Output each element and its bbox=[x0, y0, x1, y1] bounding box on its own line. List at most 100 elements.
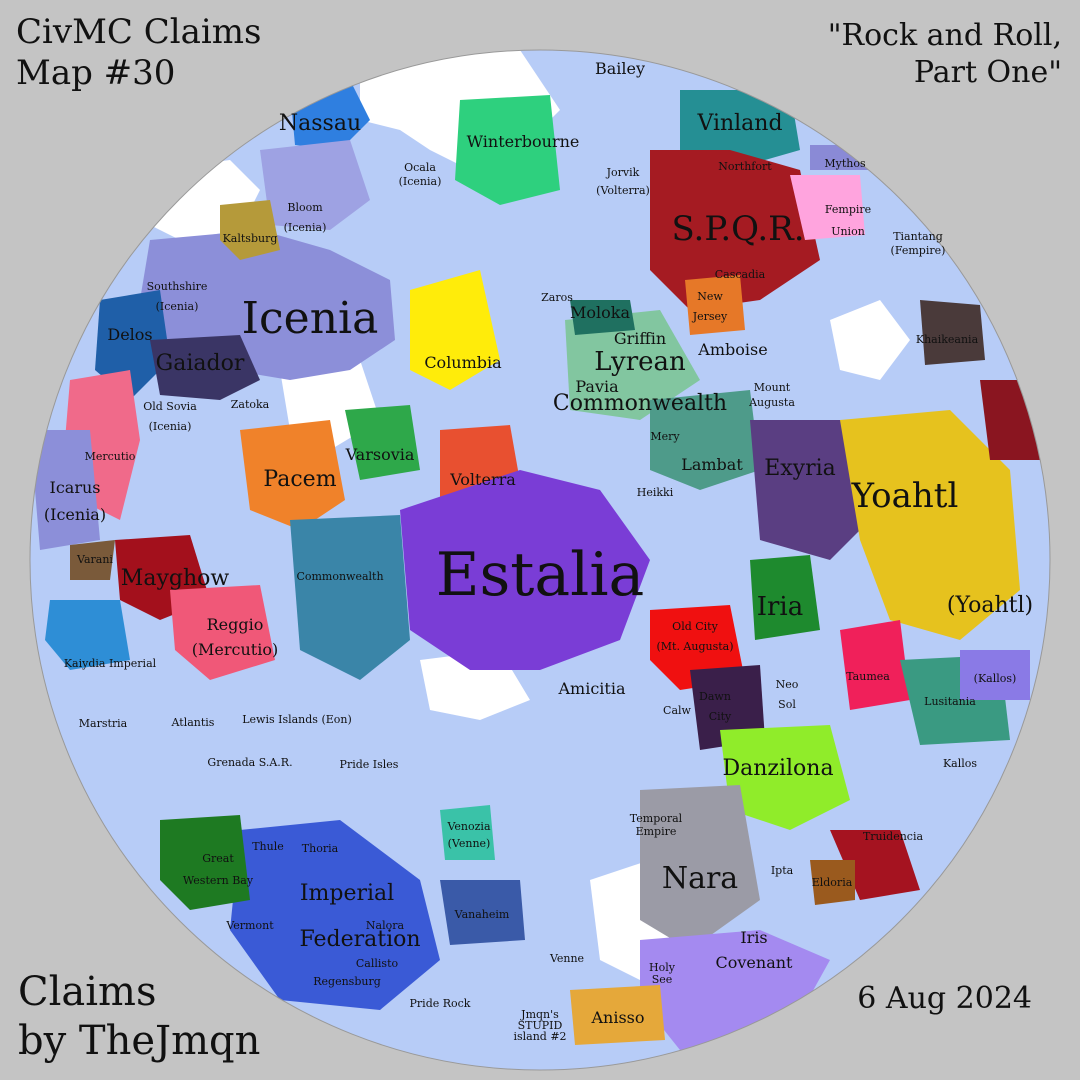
claim-yoahtl bbox=[840, 410, 1020, 640]
label-mount-augusta: Mount bbox=[754, 381, 791, 394]
label-mercutio: Mercutio bbox=[85, 450, 136, 463]
claim-estalia bbox=[400, 470, 650, 670]
label-columbia: Columbia bbox=[424, 353, 502, 372]
label-anisso: Anisso bbox=[590, 1008, 644, 1027]
claim-delos bbox=[95, 290, 170, 400]
label-oldsovia: Old Sovia bbox=[143, 400, 197, 413]
claim-moloka bbox=[570, 300, 635, 335]
claim-pacem bbox=[240, 420, 345, 530]
label-vermont: Vermont bbox=[225, 919, 274, 932]
label-volterra: Volterra bbox=[449, 470, 516, 489]
label-reggio: Reggio bbox=[207, 615, 264, 634]
label-dawncity-sub: City bbox=[709, 710, 732, 723]
claim-reggio bbox=[170, 585, 275, 680]
label-pride-isles: Pride Isles bbox=[340, 758, 399, 771]
claim-vanaheim bbox=[440, 880, 525, 945]
label-kallos-paren: (Kallos) bbox=[974, 672, 1017, 685]
claim-lambat bbox=[650, 390, 760, 490]
label-khaikeania: Khaikeania bbox=[916, 333, 979, 346]
label-cascadia: Cascadia bbox=[715, 268, 766, 281]
map-credit-line1: Claims bbox=[18, 969, 157, 1016]
claim-columbia bbox=[410, 270, 500, 390]
label-jorvik-sub: (Volterra) bbox=[596, 184, 650, 197]
label-griffin: Griffin bbox=[614, 329, 666, 348]
claim-kaiydia bbox=[45, 600, 130, 670]
label-jmqn-island-2: STUPID bbox=[518, 1019, 563, 1032]
label-commonwealth: Commonwealth bbox=[296, 570, 383, 583]
claim-varsovia bbox=[345, 405, 420, 480]
map-credit-line2: by TheJmqn bbox=[18, 1018, 261, 1065]
map-subtitle-line2: Part One" bbox=[913, 54, 1062, 90]
label-reggio-sub: (Mercutio) bbox=[192, 640, 278, 659]
claim-newjersey bbox=[685, 275, 745, 335]
label-nassau: Nassau bbox=[279, 111, 361, 136]
label-fempire: Fempire bbox=[825, 203, 871, 216]
label-zaros: Zaros bbox=[541, 291, 573, 304]
label-lewis: Lewis Islands (Eon) bbox=[242, 713, 352, 726]
claim-eldoria bbox=[810, 860, 855, 905]
label-vanaheim: Vanaheim bbox=[454, 908, 510, 921]
claim-anisso bbox=[570, 985, 665, 1045]
label-callisto: Callisto bbox=[356, 957, 399, 970]
label-neosol-sub: Sol bbox=[778, 698, 796, 711]
label-ocala: Ocala bbox=[404, 161, 436, 174]
label-ocala-sub: (Icenia) bbox=[399, 175, 442, 188]
label-vinland: Vinland bbox=[696, 111, 782, 136]
label-newjersey-sub: Jersey bbox=[692, 310, 728, 323]
label-southshire-sub: (Icenia) bbox=[156, 300, 199, 313]
label-kallos: Kallos bbox=[943, 757, 977, 770]
label-bloom-sub: (Icenia) bbox=[284, 221, 327, 234]
label-icarus-sub: (Icenia) bbox=[44, 505, 106, 524]
label-exyria: Exyria bbox=[764, 456, 836, 481]
label-oldcity-sub: (Mt. Augusta) bbox=[656, 640, 733, 653]
label-zatoka: Zatoka bbox=[231, 398, 270, 411]
label-fempire-union: Union bbox=[831, 225, 865, 238]
claim-iris bbox=[640, 930, 830, 1050]
label-tiantang-sub: (Fempire) bbox=[891, 244, 946, 257]
label-lambat: Lambat bbox=[681, 455, 743, 474]
label-iris-covenant: Covenant bbox=[716, 953, 794, 972]
map-title-line1: CivMC Claims bbox=[16, 12, 262, 52]
label-great-western-bay: Western Bay bbox=[183, 874, 254, 887]
map-labels: Estalia Icenia S.P.Q.R. Yoahtl (Yoahtl) … bbox=[44, 59, 1033, 1043]
label-imperial: Imperial bbox=[300, 881, 394, 906]
label-eldoria: Eldoria bbox=[812, 876, 853, 889]
label-venne: Venne bbox=[549, 952, 584, 965]
globe-border bbox=[29, 49, 1051, 1071]
claim-imperial bbox=[230, 820, 440, 1010]
label-calw: Calw bbox=[663, 704, 691, 717]
label-heikki: Heikki bbox=[637, 486, 674, 499]
label-kaiydia: Kaiydia Imperial bbox=[64, 657, 157, 670]
label-venozia: Venozia bbox=[446, 820, 490, 833]
label-ipta: Ipta bbox=[771, 864, 794, 877]
label-amicitia: Amicitia bbox=[557, 679, 625, 698]
label-pride-rock: Pride Rock bbox=[410, 997, 471, 1010]
claim-kaltsburg bbox=[220, 200, 280, 260]
label-truidencia: Truidencia bbox=[863, 830, 924, 843]
label-temporal: Temporal bbox=[630, 812, 683, 825]
claim-taumea bbox=[840, 620, 910, 710]
claim-venozia bbox=[440, 805, 495, 860]
claim-khaikeania bbox=[920, 300, 985, 365]
claim-dawncity bbox=[690, 665, 765, 750]
label-thoria: Thoria bbox=[302, 842, 339, 855]
claim-danzilona bbox=[720, 725, 850, 830]
label-varsovia: Varsovia bbox=[345, 445, 415, 464]
claim-fempire bbox=[790, 175, 865, 240]
label-mount-augusta-sub: Augusta bbox=[748, 396, 795, 409]
label-oldcity: Old City bbox=[672, 620, 718, 633]
claim-icarus bbox=[30, 430, 100, 550]
label-estalia: Estalia bbox=[436, 540, 645, 610]
label-tiantang: Tiantang bbox=[893, 230, 943, 243]
label-regensburg: Regensburg bbox=[313, 975, 381, 988]
label-bailey: Bailey bbox=[595, 59, 645, 78]
claim-bloom bbox=[260, 140, 370, 230]
map-title: CivMC Claims Map #30 bbox=[16, 12, 261, 95]
claim-lyrean bbox=[565, 310, 700, 420]
label-icarus: Icarus bbox=[50, 478, 101, 497]
label-southshire: Southshire bbox=[147, 280, 208, 293]
label-jmqn-island-3: island #2 bbox=[513, 1030, 566, 1043]
label-holysee-sub: See bbox=[652, 973, 673, 986]
label-bloom: Bloom bbox=[287, 201, 323, 214]
claim-east-edge bbox=[980, 380, 1050, 460]
